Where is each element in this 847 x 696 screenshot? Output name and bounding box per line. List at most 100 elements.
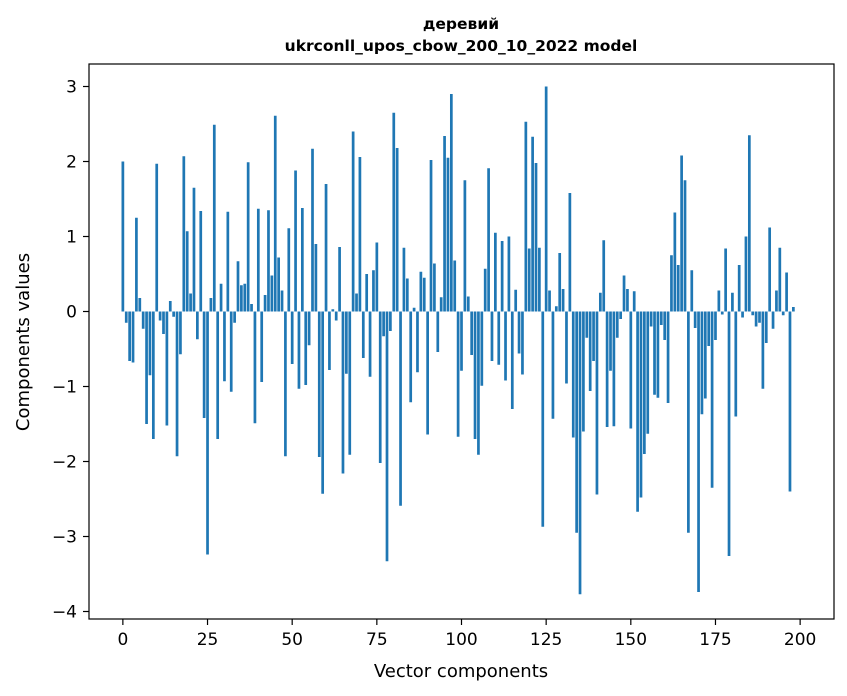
bar	[209, 298, 213, 312]
bar	[741, 311, 744, 318]
bar	[121, 161, 125, 312]
bar	[236, 261, 240, 312]
bar	[382, 311, 385, 337]
bar	[175, 311, 179, 457]
y-axis-label: Components values	[13, 253, 34, 431]
bar	[368, 311, 372, 377]
bar	[321, 311, 325, 494]
bar	[595, 311, 599, 495]
x-tick-label: 100	[445, 630, 477, 650]
bar	[250, 304, 253, 312]
bar	[300, 208, 304, 312]
x-axis: 0 25 50 75 100 125 150 175 200	[117, 619, 816, 650]
bar	[206, 311, 209, 555]
bar	[270, 275, 274, 312]
bar	[131, 311, 135, 363]
bar	[504, 311, 507, 381]
bar	[710, 311, 714, 488]
bar	[771, 311, 775, 329]
bar	[324, 184, 328, 312]
bar	[162, 311, 165, 334]
bar	[517, 311, 521, 354]
bar	[253, 311, 257, 424]
bar	[510, 311, 514, 409]
bar	[158, 311, 162, 321]
bar	[609, 311, 612, 371]
bar	[405, 278, 409, 312]
bar	[592, 311, 595, 361]
bar	[551, 311, 555, 419]
bar	[185, 231, 189, 312]
bar	[135, 217, 138, 312]
bar	[548, 290, 551, 312]
bar	[375, 242, 379, 312]
y-tick-label: −2	[52, 453, 77, 473]
bar	[456, 311, 460, 437]
bar	[707, 311, 711, 346]
bar	[653, 311, 656, 395]
bar	[666, 311, 670, 403]
bar	[389, 311, 392, 331]
bar	[626, 289, 629, 312]
bar	[361, 311, 365, 358]
bar	[182, 156, 186, 312]
bar	[284, 311, 287, 457]
bar	[602, 240, 606, 312]
bar	[761, 311, 765, 389]
bar	[737, 265, 741, 312]
bar	[751, 311, 755, 316]
bar	[419, 271, 423, 312]
bar	[192, 187, 196, 312]
bar	[422, 277, 426, 312]
bar	[196, 311, 199, 340]
bar	[656, 311, 660, 398]
bar	[399, 311, 402, 506]
bar	[632, 291, 636, 312]
bar	[151, 311, 155, 439]
bar	[571, 311, 575, 438]
bar	[612, 311, 616, 427]
x-tick-label: 25	[197, 630, 219, 650]
bar	[792, 307, 795, 312]
bar	[216, 311, 220, 439]
bar	[703, 311, 707, 399]
bar	[297, 311, 301, 389]
bar	[372, 270, 375, 312]
bar	[575, 311, 578, 533]
bar	[219, 283, 223, 312]
bar	[199, 211, 203, 312]
bar	[311, 148, 314, 312]
bar	[734, 311, 738, 417]
bar	[307, 311, 311, 346]
bar	[534, 163, 538, 312]
bar	[466, 296, 470, 312]
bar	[138, 298, 142, 312]
bar	[500, 241, 504, 312]
bar	[439, 297, 443, 312]
bar	[477, 311, 480, 455]
bar	[494, 232, 497, 312]
bar	[578, 311, 582, 595]
bar	[768, 227, 772, 312]
bar	[328, 311, 331, 370]
bar	[775, 290, 778, 312]
bar	[673, 212, 677, 312]
bar	[521, 311, 524, 375]
bar	[226, 211, 230, 312]
bar	[304, 311, 308, 385]
y-tick-label: 3	[66, 78, 77, 98]
bar	[246, 162, 250, 312]
bar	[429, 160, 433, 312]
bar	[172, 311, 176, 317]
bar	[212, 124, 216, 312]
bar	[724, 248, 727, 312]
bar	[693, 311, 697, 328]
x-tick-label: 0	[117, 630, 128, 650]
bar	[449, 94, 453, 312]
bar	[141, 311, 145, 329]
bar	[754, 311, 758, 327]
bar	[690, 270, 694, 312]
bar	[378, 311, 382, 463]
bar	[629, 311, 633, 429]
bar	[541, 311, 545, 527]
